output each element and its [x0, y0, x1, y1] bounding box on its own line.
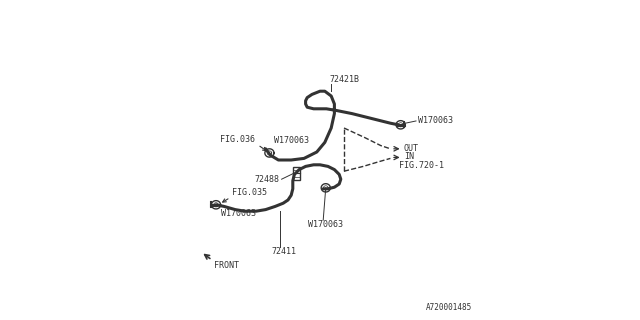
Text: W170063: W170063	[221, 209, 257, 218]
Text: OUT: OUT	[404, 144, 419, 153]
Text: FRONT: FRONT	[214, 261, 239, 270]
Text: 72488: 72488	[255, 175, 280, 184]
Text: W170063: W170063	[308, 220, 343, 229]
Text: FIG.720-1: FIG.720-1	[399, 161, 444, 170]
Text: 72411: 72411	[271, 247, 296, 256]
Text: W170063: W170063	[274, 136, 308, 145]
Text: FIG.035: FIG.035	[232, 188, 267, 197]
Text: 72421B: 72421B	[330, 75, 360, 84]
Text: A720001485: A720001485	[426, 303, 472, 312]
Bar	[293, 167, 301, 180]
Text: W170063: W170063	[418, 116, 452, 125]
Text: FIG.036: FIG.036	[220, 135, 255, 144]
Text: IN: IN	[404, 152, 414, 161]
